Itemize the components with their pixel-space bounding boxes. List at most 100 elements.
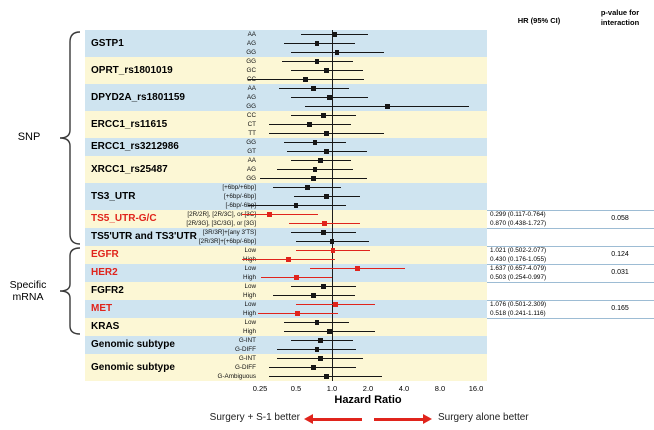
x-tick-label: 1.0 <box>326 384 338 393</box>
hr-ci-text: 0.870 (0.438-1.727) <box>490 220 547 227</box>
point-estimate <box>324 194 329 199</box>
point-estimate <box>332 32 337 37</box>
group-label-snp: SNP <box>17 131 41 143</box>
subgroup-label: CC <box>246 112 256 119</box>
point-estimate <box>312 167 318 172</box>
right-arrowhead-icon <box>423 414 432 424</box>
row-band <box>85 138 487 156</box>
subgroup-label: [2R/3G], [3C/3G], or [3G] <box>186 220 256 227</box>
subgroup-label: [+6bp/+6bp] <box>222 184 256 191</box>
subgroup-label: High <box>243 328 256 335</box>
subgroup-label: GG <box>246 103 256 110</box>
row-band <box>85 300 487 318</box>
point-estimate <box>293 275 299 280</box>
right-arrow-bar <box>374 418 424 422</box>
hr-ci-text: 1.076 (0.501-2.309) <box>490 301 547 308</box>
x-tick-label: 16.0 <box>468 384 484 393</box>
marker-name: TS5_UTR-G/C <box>91 213 157 224</box>
point-estimate <box>318 158 323 163</box>
point-estimate <box>329 239 335 244</box>
point-estimate <box>314 59 320 64</box>
x-tick-label: 2.0 <box>362 384 374 393</box>
point-estimate <box>324 374 329 379</box>
point-estimate <box>324 68 329 73</box>
marker-name: KRAS <box>91 321 120 332</box>
marker-name: XRCC1_rs25487 <box>91 164 168 175</box>
x-tick-label: 4.0 <box>398 384 410 393</box>
annotation-divider <box>487 245 654 247</box>
snp-brace <box>59 31 81 245</box>
hr-column-header: HR (95% CI) <box>517 16 561 25</box>
marker-name: Genomic subtype <box>91 362 175 373</box>
marker-name: HER2 <box>91 267 118 278</box>
point-estimate <box>355 266 360 271</box>
point-estimate <box>324 131 329 136</box>
hr-ci-text: 0.503 (0.254-0.997) <box>490 274 547 281</box>
point-estimate <box>311 293 316 298</box>
subgroup-label: GC <box>246 67 256 74</box>
subgroup-label: AA <box>247 85 256 92</box>
interaction-p-value: 0.058 <box>611 215 629 222</box>
hr-ci-text: 0.518 (0.241-1.116) <box>490 310 546 317</box>
subgroup-label: GG <box>246 175 256 182</box>
subgroup-label: Low <box>244 301 256 308</box>
subgroup-label: CT <box>247 121 256 128</box>
subgroup-label: [+6bp/-6bp] <box>223 193 256 200</box>
point-estimate <box>384 104 390 109</box>
subgroup-label: High <box>243 292 256 299</box>
subgroup-label: GG <box>246 58 256 65</box>
footer-left-label: Surgery + S-1 better <box>209 412 300 423</box>
row-band <box>85 318 487 336</box>
marker-name: TS3_UTR <box>91 191 136 202</box>
point-estimate <box>266 212 272 217</box>
point-estimate <box>326 329 332 334</box>
point-estimate <box>304 185 310 190</box>
right-arrow <box>374 414 432 425</box>
x-tick-label: 0.25 <box>252 384 268 393</box>
point-estimate <box>321 113 326 118</box>
point-estimate <box>333 302 339 307</box>
subgroup-label: High <box>243 310 256 317</box>
subgroup-label: [2R/2R], [2R/3C], or [3C] <box>187 211 256 218</box>
marker-name: ERCC1_rs11615 <box>91 119 168 130</box>
point-estimate <box>314 41 320 46</box>
x-tick-label: 8.0 <box>434 384 446 393</box>
group-label-specific: Specific <box>9 279 47 291</box>
point-estimate <box>312 140 318 145</box>
hr-ci-text: 0.299 (0.117-0.764) <box>490 211 546 218</box>
subgroup-label: AA <box>247 31 256 38</box>
annotation-divider <box>487 227 654 229</box>
group-label-mrna: mRNA <box>12 291 44 303</box>
hr-ci-text: 1.021 (0.502-2.077) <box>490 247 547 254</box>
annotation-divider <box>487 209 654 211</box>
point-estimate <box>303 77 308 82</box>
row-band <box>85 336 487 354</box>
subgroup-label: G-DIFF <box>235 346 256 353</box>
x-tick-label: 0.5 <box>290 384 302 393</box>
subgroup-label: Low <box>244 319 256 326</box>
point-estimate <box>307 122 313 127</box>
point-estimate <box>318 356 323 361</box>
point-estimate <box>321 284 326 289</box>
ci-line <box>242 213 319 216</box>
marker-name: EGFR <box>91 249 119 260</box>
point-estimate <box>322 221 328 226</box>
subgroup-label: G-INT <box>238 337 256 344</box>
ci-line <box>284 42 355 45</box>
marker-name: OPRT_rs1801019 <box>91 65 173 76</box>
left-arrow <box>304 414 362 425</box>
point-estimate <box>326 95 332 100</box>
left-arrow-bar <box>312 418 362 422</box>
row-band <box>85 210 487 228</box>
annotation-divider <box>487 263 654 265</box>
point-estimate <box>321 230 326 235</box>
marker-name: ERCC1_rs3212986 <box>91 141 179 152</box>
subgroup-label: G-DIFF <box>235 364 256 371</box>
marker-name: TS5'UTR and TS3'UTR <box>91 231 197 242</box>
mrna-brace <box>59 247 81 335</box>
hr-ci-text: 0.430 (0.176-1.055) <box>490 256 547 263</box>
footer-right-label: Surgery alone better <box>438 412 529 423</box>
annotation-divider <box>487 281 654 283</box>
annotation-divider <box>487 299 654 301</box>
subgroup-label: AG <box>246 94 256 101</box>
